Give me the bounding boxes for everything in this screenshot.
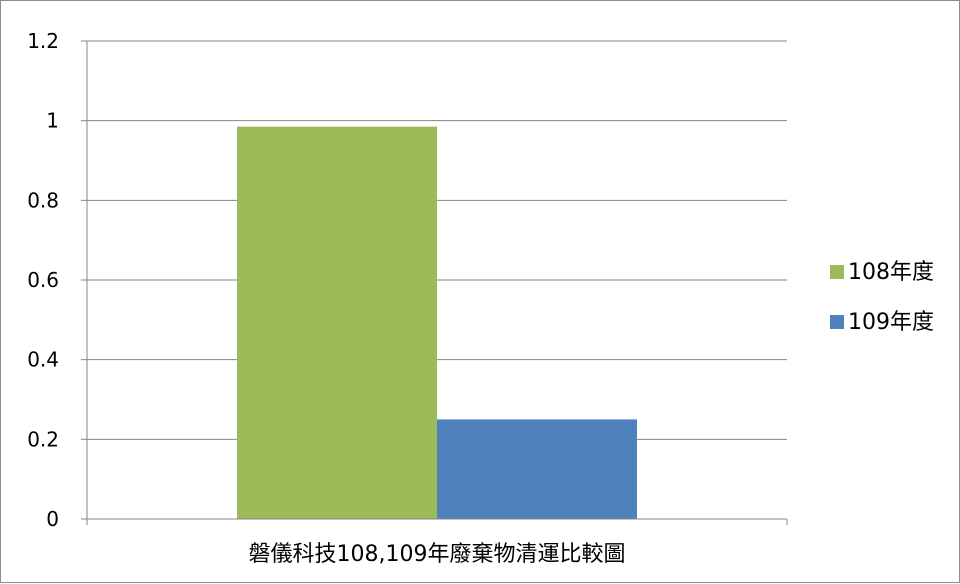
x-category-label: 磐儀科技108,109年廢棄物清運比較圖 [249, 542, 626, 567]
y-tick-label: 1.2 [27, 29, 59, 53]
y-tick-label: 0 [46, 507, 59, 531]
legend-swatch [830, 265, 844, 279]
bar-2 [437, 419, 637, 519]
y-tick-label: 1 [46, 109, 59, 133]
legend-label: 108年度 [848, 260, 934, 285]
y-tick-label: 0.4 [27, 348, 59, 372]
legend: 108年度 109年度 [830, 260, 934, 335]
bar-1 [237, 126, 437, 520]
x-category-labels: 磐儀科技108,109年廢棄物清運比較圖 [249, 542, 626, 567]
legend-label: 109年度 [848, 310, 934, 335]
y-tick-label: 0.8 [27, 188, 59, 212]
y-tick-labels: 0 0.2 0.4 0.6 0.8 1 1.2 [27, 29, 59, 531]
legend-swatch [830, 315, 844, 329]
bars [237, 126, 637, 520]
y-tick-label: 0.6 [27, 268, 59, 292]
axes [81, 40, 788, 525]
y-tick-label: 0.2 [27, 427, 59, 451]
